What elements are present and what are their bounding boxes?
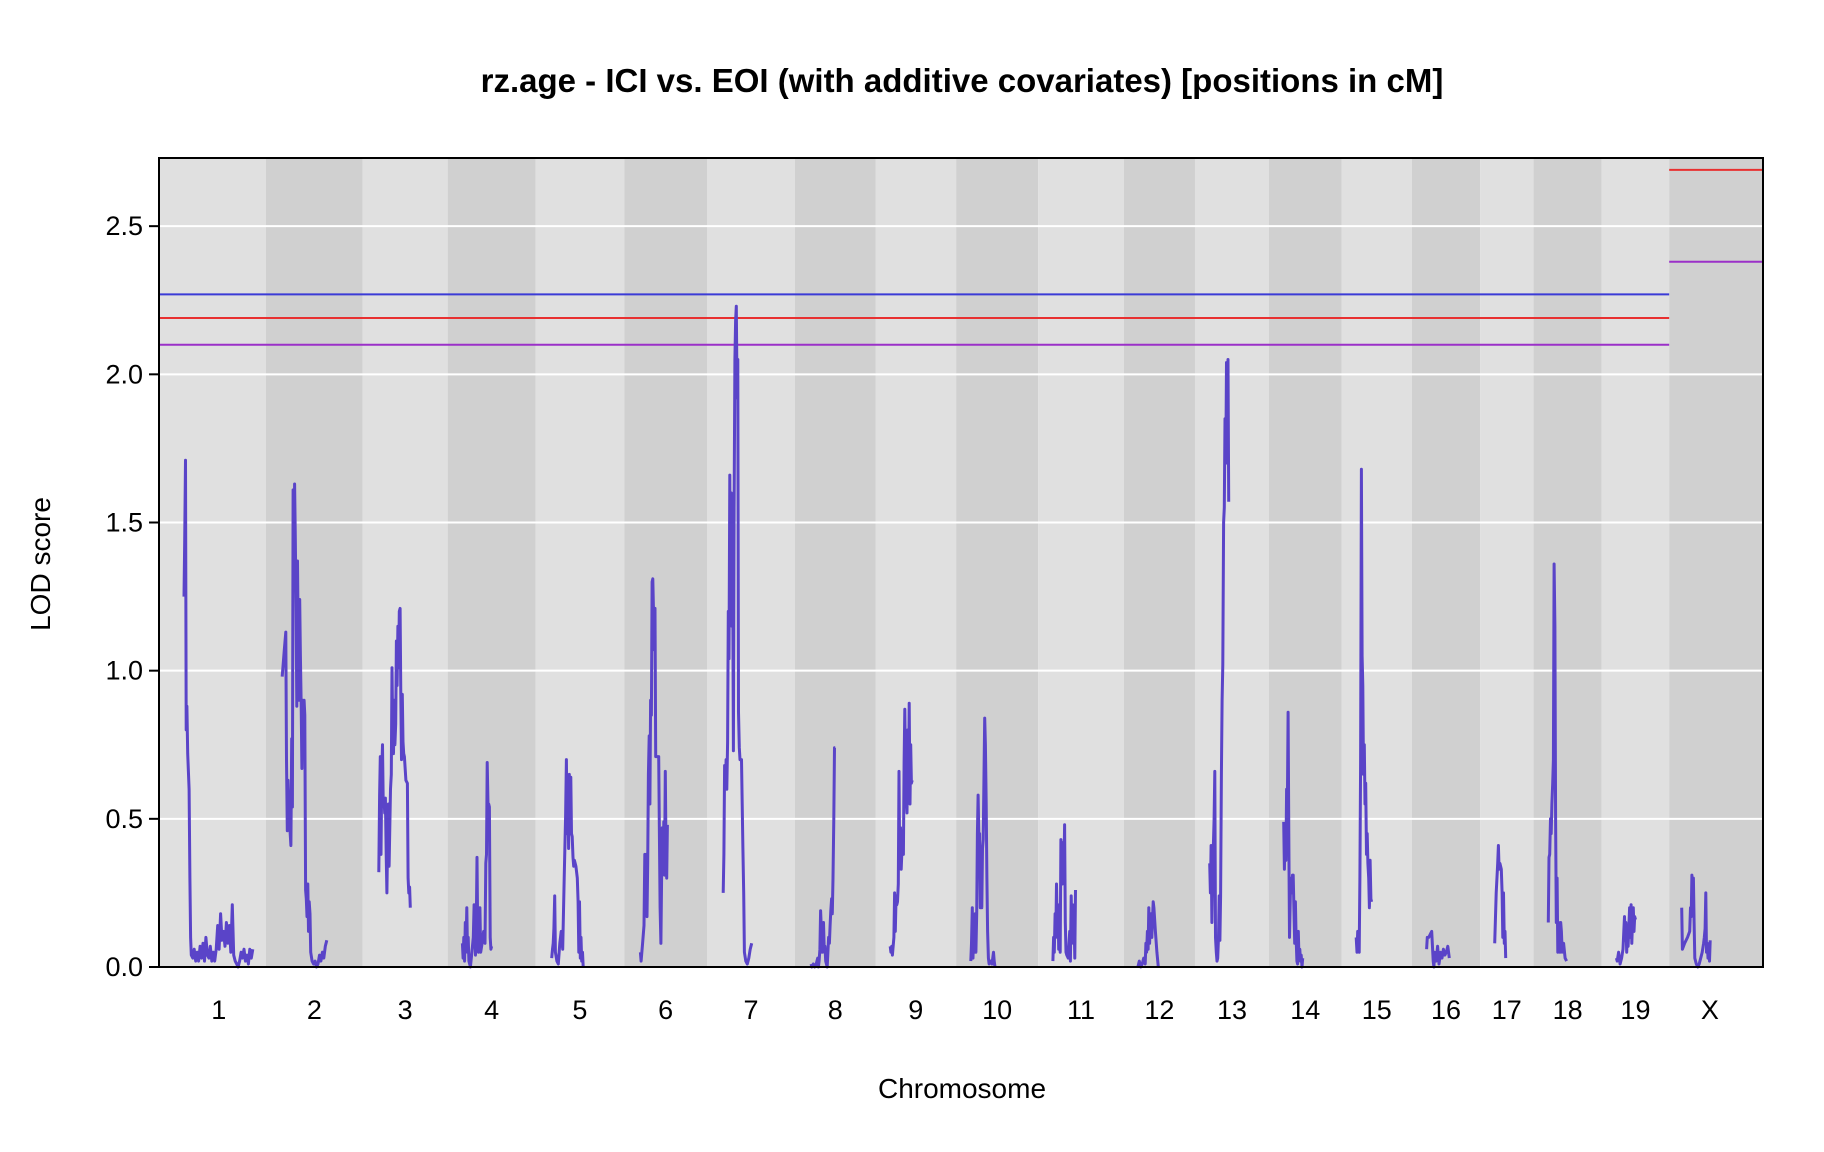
band-chr-8 (794, 158, 876, 967)
band-chr-1 (159, 158, 266, 967)
band-chr-X (1669, 158, 1763, 967)
lod-curves (182, 304, 1712, 969)
x-tick-label-chr-14: 14 (1290, 995, 1320, 1025)
x-tick-label-chr-7: 7 (743, 995, 758, 1025)
lod-line-chr-12 (1136, 900, 1160, 969)
y-tick-label: 1.0 (105, 656, 143, 686)
threshold-lines (159, 168, 1763, 346)
band-chr-12 (1123, 158, 1195, 967)
y-tick-label: 2.5 (105, 211, 143, 241)
band-chr-3 (362, 158, 448, 967)
x-axis-label: Chromosome (878, 1073, 1046, 1104)
lod-line-chr-8 (809, 746, 836, 969)
x-tick-label-chr-12: 12 (1144, 995, 1174, 1025)
lod-line-chr-2 (280, 482, 329, 969)
band-chr-19 (1601, 158, 1670, 967)
band-chr-2 (265, 158, 363, 967)
x-tick-label-chr-19: 19 (1620, 995, 1650, 1025)
lod-line-chr-7 (721, 304, 754, 966)
x-tick-label-chr-5: 5 (572, 995, 587, 1025)
lod-line-chr-10 (969, 716, 997, 968)
y-tick-label: 0.5 (105, 804, 143, 834)
band-chr-14 (1268, 158, 1342, 967)
band-chr-18 (1533, 158, 1602, 967)
lod-line-chr-15 (1354, 467, 1374, 954)
band-chr-11 (1038, 158, 1124, 967)
y-tick-label: 0.0 (105, 952, 143, 982)
chart-title: rz.age - ICI vs. EOI (with additive cova… (481, 62, 1444, 99)
x-tick-label-chr-16: 16 (1431, 995, 1461, 1025)
band-chr-13 (1194, 158, 1269, 967)
plot-frame (158, 157, 1764, 968)
x-tick-label-chr-11: 11 (1067, 995, 1095, 1025)
lod-line-chr-16 (1425, 929, 1451, 969)
x-tick-label-chr-1: 1 (211, 995, 226, 1025)
lod-line-chr-18 (1546, 562, 1568, 962)
band-chr-17 (1480, 158, 1534, 967)
y-tick-label: 1.5 (105, 507, 143, 537)
x-tick-label-chr-4: 4 (484, 995, 499, 1025)
band-chr-7 (707, 158, 795, 967)
x-tick-label-chr-17: 17 (1492, 995, 1522, 1025)
band-chr-16 (1411, 158, 1481, 967)
lod-line-chr-5 (550, 758, 585, 968)
band-chr-15 (1341, 158, 1412, 967)
lod-line-chr-13 (1208, 358, 1231, 963)
lod-line-chr-6 (638, 577, 669, 963)
x-tick-label-chr-9: 9 (908, 995, 923, 1025)
x-tick-label-chr-13: 13 (1217, 995, 1247, 1025)
lod-line-chr-4 (460, 761, 494, 969)
lod-line-chr-17 (1493, 844, 1508, 959)
lod-line-chr-3 (377, 606, 412, 908)
x-tick-label-chr-18: 18 (1553, 995, 1583, 1025)
x-tick-label-chr-8: 8 (828, 995, 843, 1025)
band-chr-5 (535, 158, 625, 967)
lod-line-chr-11 (1051, 823, 1077, 963)
lod-line-chr-14 (1282, 710, 1305, 969)
x-tick-label-chr-X: X (1701, 995, 1719, 1025)
x-tick-label-chr-3: 3 (398, 995, 413, 1025)
y-axis-label: LOD score (25, 497, 56, 631)
y-axis: 0.0 0.5 1.0 1.5 2.0 2.5 (105, 211, 159, 982)
band-chr-4 (447, 158, 536, 967)
x-tick-label-chr-15: 15 (1362, 995, 1392, 1025)
lod-line-chr-19 (1614, 903, 1637, 966)
chromosome-bands (159, 158, 1763, 967)
lod-line-chr-1 (182, 458, 255, 969)
x-tick-label-chr-2: 2 (307, 995, 322, 1025)
x-tick-label-chr-10: 10 (982, 995, 1012, 1025)
gridlines (159, 225, 1763, 820)
band-chr-9 (875, 158, 957, 967)
band-chr-10 (956, 158, 1039, 967)
lod-line-chr-9 (888, 701, 914, 957)
x-tick-label-chr-6: 6 (658, 995, 673, 1025)
x-axis: 1 2 3 4 5 6 7 8 9 10 11 12 13 14 15 16 17 18 19 X (211, 995, 1719, 1025)
y-tick-label: 2.0 (105, 359, 143, 389)
